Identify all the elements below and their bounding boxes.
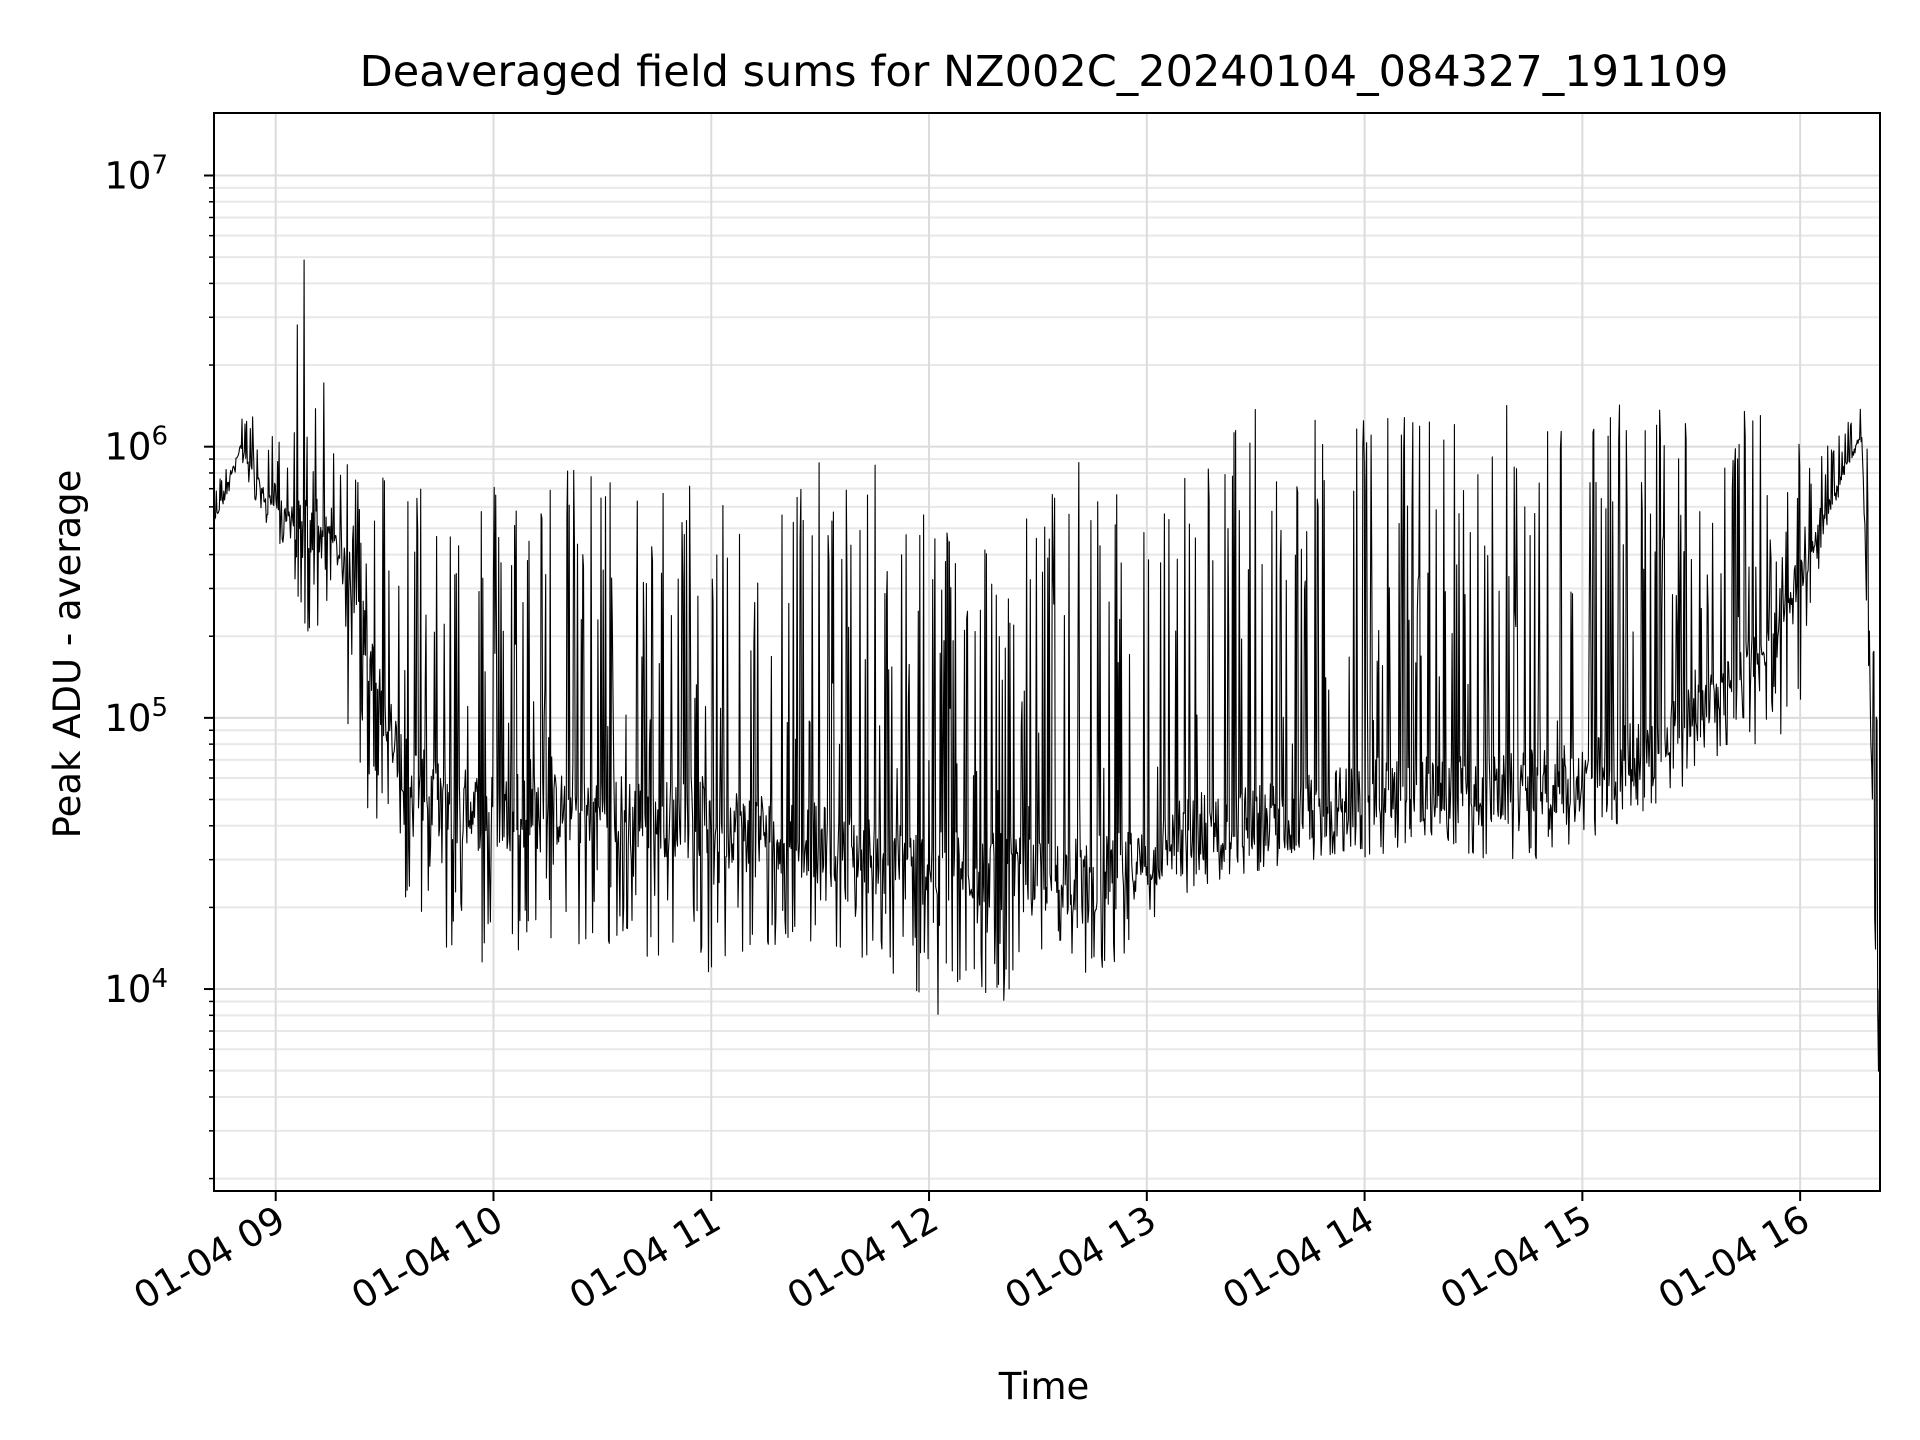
x-axis-label: Time: [998, 1365, 1090, 1408]
y-axis-label: Peak ADU - average: [46, 470, 89, 839]
y-tick-label: 106: [104, 422, 168, 469]
ticks: [204, 174, 1802, 1201]
series: [213, 259, 1881, 1133]
y-tick-label: 107: [104, 150, 168, 197]
y-tick-label: 105: [104, 693, 168, 740]
y-tick-labels: 104 105 106 107: [104, 150, 168, 1011]
plot-frame: [213, 112, 1881, 1192]
series-line: [213, 259, 1881, 1133]
y-tick-label: 104: [104, 964, 168, 1011]
chart-title: Deaveraged field sums for NZ002C_2024010…: [360, 47, 1729, 97]
